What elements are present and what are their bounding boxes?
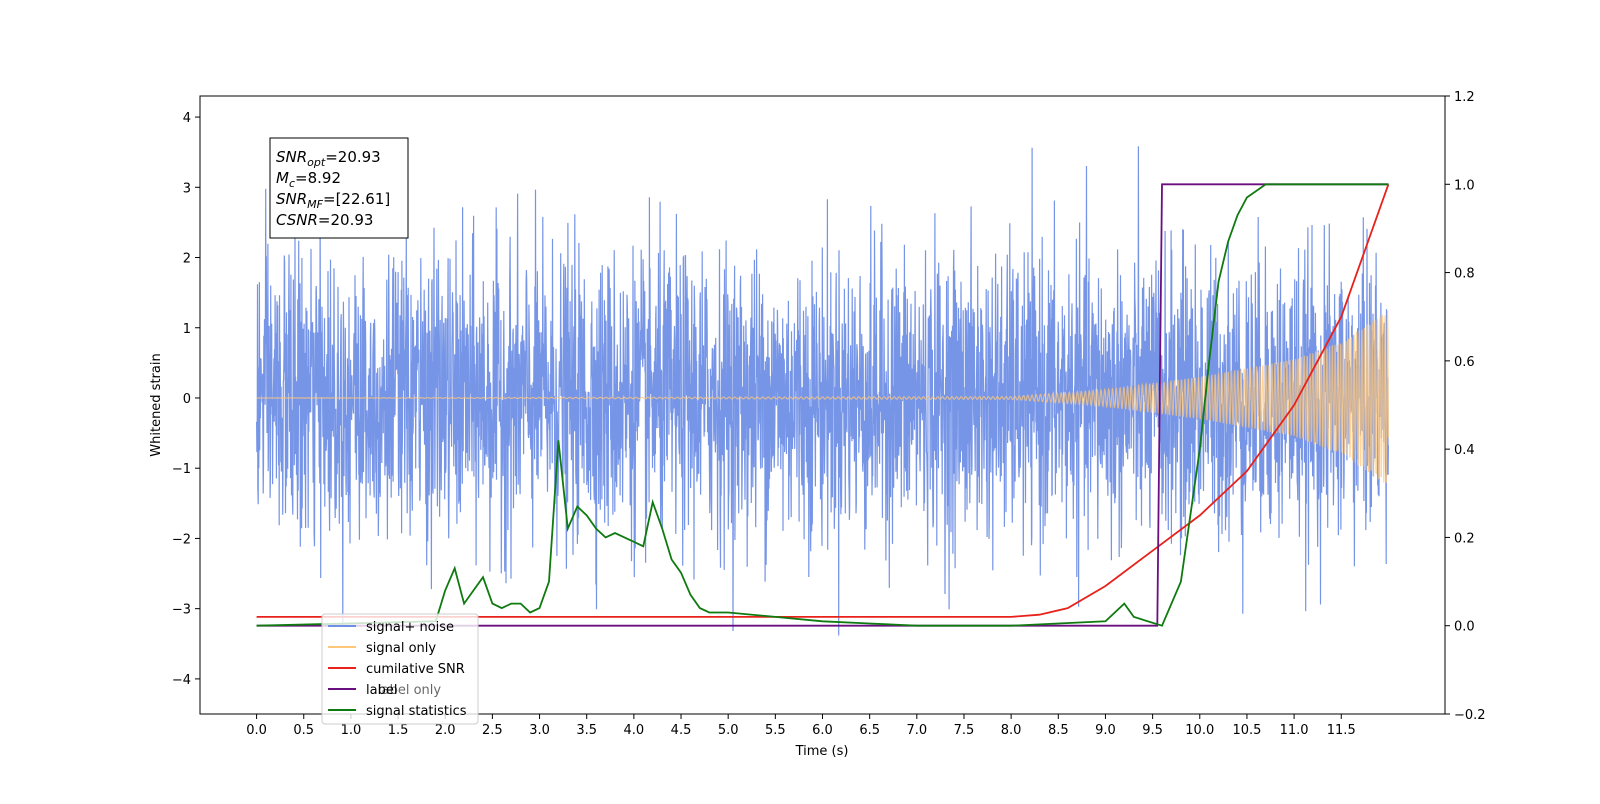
stats-line: SNRopt=20.93 <box>276 148 381 169</box>
x-tick-label: 0.5 <box>293 723 314 738</box>
y-left-tick-label: 4 <box>183 111 191 126</box>
y-left-tick-label: 3 <box>183 181 191 196</box>
x-tick-label: 2.5 <box>482 723 503 738</box>
series-signal-plus-noise <box>256 146 1389 636</box>
x-axis-label: Time (s) <box>795 744 849 759</box>
y-right-tick-label: 0.0 <box>1454 620 1475 635</box>
y-right-tick-label: 1.0 <box>1454 178 1475 193</box>
y-left-tick-label: −3 <box>172 603 191 618</box>
legend-label: cumilative SNR <box>366 662 465 677</box>
x-tick-label: 6.5 <box>859 723 880 738</box>
legend-label: label <box>366 683 397 698</box>
x-tick-label: 7.5 <box>954 723 975 738</box>
x-tick-label: 8.5 <box>1048 723 1069 738</box>
x-tick-label: 9.0 <box>1095 723 1116 738</box>
stats-line: CSNR=20.93 <box>276 211 373 229</box>
series-signal-only <box>256 310 1389 483</box>
x-tick-label: 4.5 <box>671 723 692 738</box>
x-tick-label: 7.0 <box>906 723 927 738</box>
x-tick-label: 1.5 <box>388 723 409 738</box>
series-signal-statistics <box>256 183 1389 627</box>
stats-annotation-box: SNRopt=20.93Mc=8.92SNRMF=[22.61]CSNR=20.… <box>269 137 409 239</box>
y-left-axis-ticks: −4 −3 −2 −1 0 1 2 3 4 <box>172 111 200 688</box>
x-tick-label: 5.5 <box>765 723 786 738</box>
y-left-tick-label: 1 <box>183 322 191 337</box>
y-right-tick-label: 0.8 <box>1454 267 1475 282</box>
x-tick-label: 4.0 <box>624 723 645 738</box>
x-tick-label: 10.0 <box>1185 723 1214 738</box>
x-tick-label: 1.0 <box>341 723 362 738</box>
y-left-tick-label: 0 <box>183 392 191 407</box>
x-tick-label: 11.5 <box>1327 723 1356 738</box>
plot-area <box>256 146 1390 636</box>
legend-label: signal+ noise <box>366 620 454 635</box>
stats-line: Mc=8.92 <box>276 169 341 190</box>
x-tick-label: 8.0 <box>1001 723 1022 738</box>
x-tick-label: 2.0 <box>435 723 456 738</box>
plot-layer <box>256 146 1390 636</box>
y-right-tick-label: 0.2 <box>1454 531 1475 546</box>
x-tick-label: 10.5 <box>1232 723 1261 738</box>
legend-frame <box>321 613 479 725</box>
y-right-tick-label: 1.2 <box>1454 90 1475 105</box>
x-tick-label: 6.0 <box>812 723 833 738</box>
y-right-tick-label: 0.6 <box>1454 355 1475 370</box>
y-axis-label: Whitened strain <box>149 353 164 456</box>
x-tick-label: 9.5 <box>1142 723 1163 738</box>
x-axis-ticks: 0.0 0.5 1.0 1.5 2.0 2.5 3.0 3.5 4.0 4.5 5.0 5.5 6.0 6… <box>246 714 1356 738</box>
x-tick-label: 3.0 <box>529 723 550 738</box>
y-left-tick-label: 2 <box>183 252 191 267</box>
y-right-axis-ticks: −0.2 0.0 0.2 0.4 0.6 0.8 1.0 1.2 <box>1445 90 1486 723</box>
x-tick-label: 5.0 <box>718 723 739 738</box>
legend-label-faded: label only <box>378 683 441 698</box>
stats-line: SNRMF=[22.61] <box>276 190 390 211</box>
stats-box-frame <box>269 137 409 239</box>
x-tick-label: 0.0 <box>246 723 267 738</box>
x-tick-label: 11.0 <box>1280 723 1309 738</box>
y-left-tick-label: −1 <box>172 462 191 477</box>
legend: signal+ noise signal only cumilative SNR la… <box>321 613 479 725</box>
y-left-tick-label: −4 <box>172 673 191 688</box>
legend-label: signal statistics <box>366 704 467 719</box>
y-right-tick-label: 0.4 <box>1454 443 1475 458</box>
x-tick-label: 3.5 <box>576 723 597 738</box>
y-left-tick-label: −2 <box>172 532 191 547</box>
series-cumulative-snr <box>256 183 1390 618</box>
y-right-tick-label: −0.2 <box>1454 708 1486 723</box>
legend-label: signal only <box>366 641 436 656</box>
